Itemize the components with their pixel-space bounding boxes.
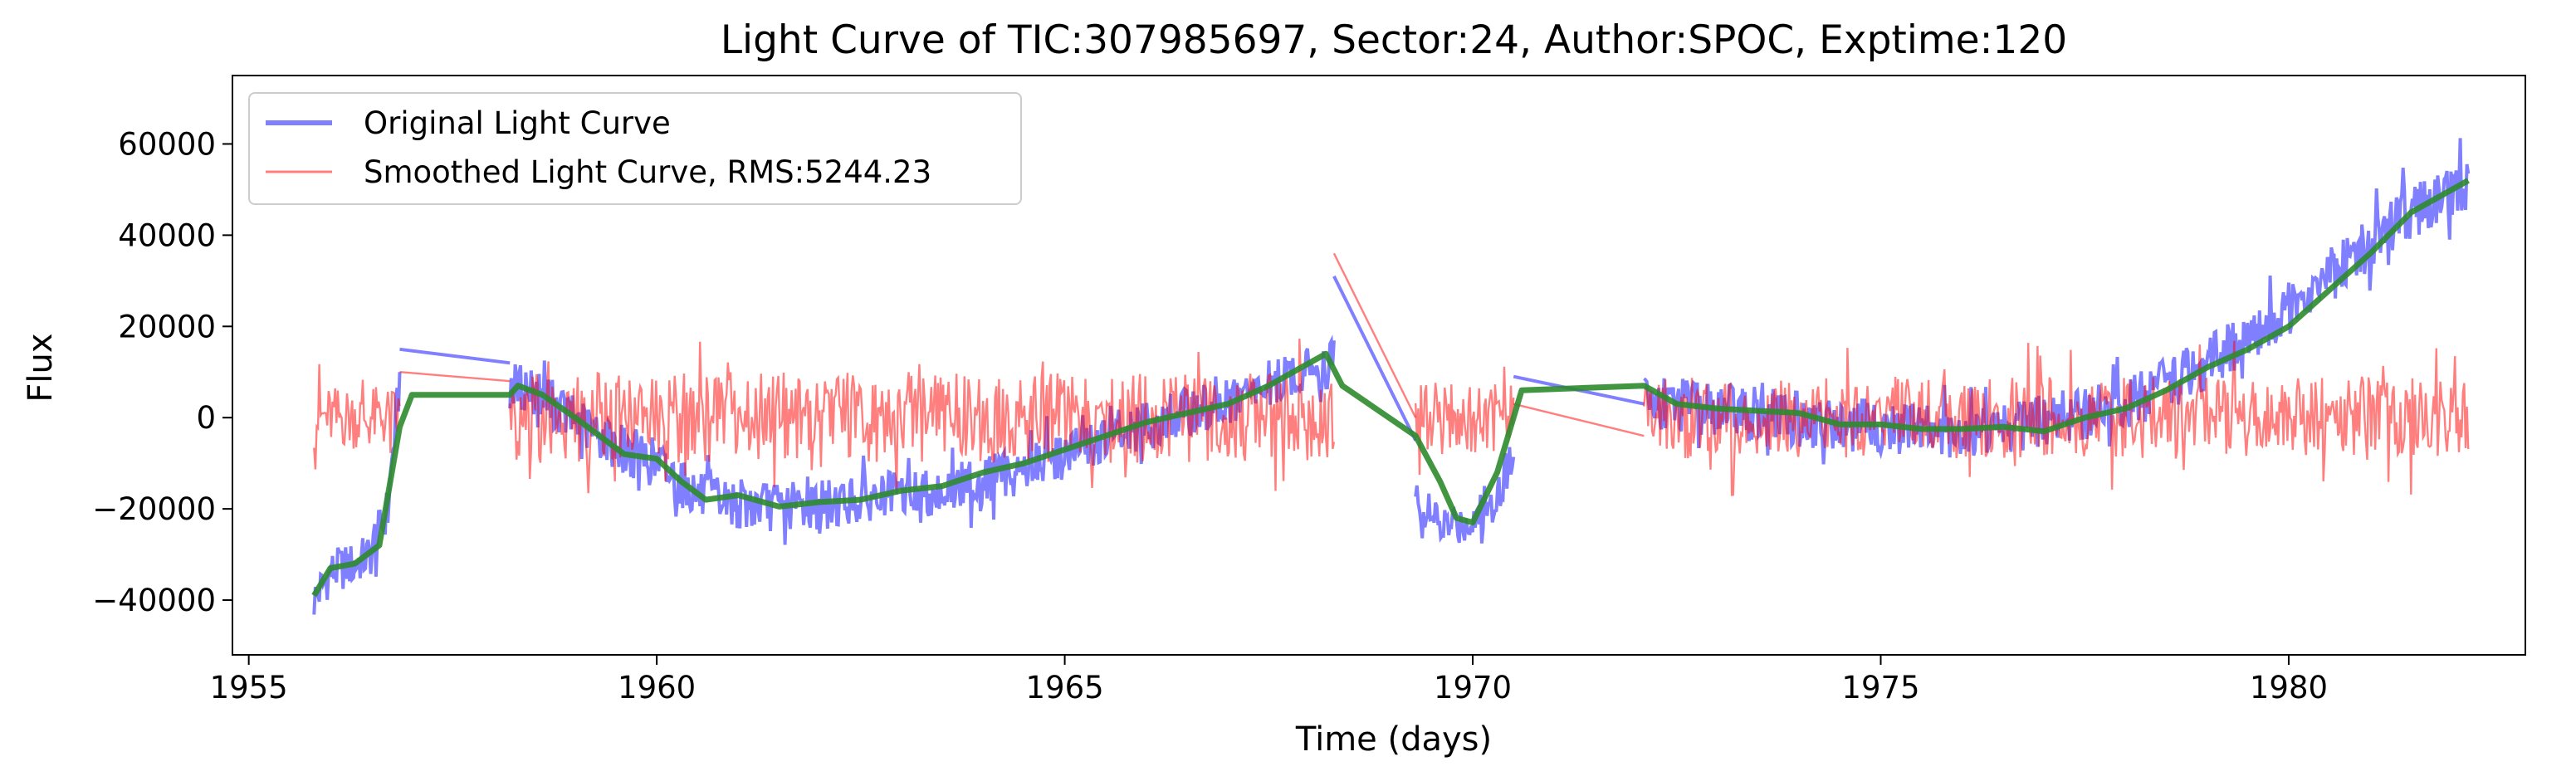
x-tick-label-4: 1975: [1841, 670, 1919, 705]
series-2-line: [311, 178, 2470, 598]
y-tick-label-0: −40000: [92, 583, 216, 618]
series-1-segment-0: [313, 364, 401, 470]
series-0-segment-4: [1414, 447, 1516, 544]
y-tick-label-3: 20000: [118, 309, 216, 344]
x-tick-label-5: 1980: [2250, 670, 2328, 705]
series-0-segment-3: [1332, 275, 1417, 442]
plot-frame: [232, 75, 2526, 656]
chart-title: Light Curve of TIC:307985697, Sector:24,…: [721, 17, 2067, 63]
y-axis-label: Flux: [22, 333, 60, 402]
legend-box: [248, 92, 1022, 205]
legend-label-original: Original Light Curve: [364, 105, 671, 141]
x-axis: 1955 1960 1965 1970 1975 1980: [210, 655, 2328, 705]
series-1-segment-6: [1643, 340, 2470, 496]
x-axis-label: Time (days): [1295, 720, 1492, 759]
y-tick-label-1: −20000: [92, 491, 216, 527]
series-1-segment-2: [509, 339, 1336, 494]
series-1-segment-5: [1513, 403, 1645, 437]
y-tick-label-5: 60000: [118, 126, 216, 162]
y-axis: −40000 −20000 0 20000 40000 60000: [92, 126, 232, 618]
series-1-segment-4: [1415, 366, 1515, 476]
x-tick-label-2: 1965: [1025, 670, 1103, 705]
y-tick-label-2: 0: [196, 400, 216, 436]
series-1-segment-1: [399, 371, 511, 383]
plot-area: [311, 138, 2471, 615]
x-tick-label-3: 1970: [1434, 670, 1512, 705]
legend-label-smoothed: Smoothed Light Curve, RMS:5244.23: [364, 154, 931, 190]
x-tick-label-0: 1955: [210, 670, 288, 705]
x-tick-label-1: 1960: [618, 670, 696, 705]
y-tick-label-4: 40000: [118, 217, 216, 253]
legend: Original Light Curve Smoothed Light Curv…: [248, 92, 1022, 205]
series-1-segment-3: [1332, 252, 1417, 418]
series-0-segment-1: [399, 347, 511, 365]
